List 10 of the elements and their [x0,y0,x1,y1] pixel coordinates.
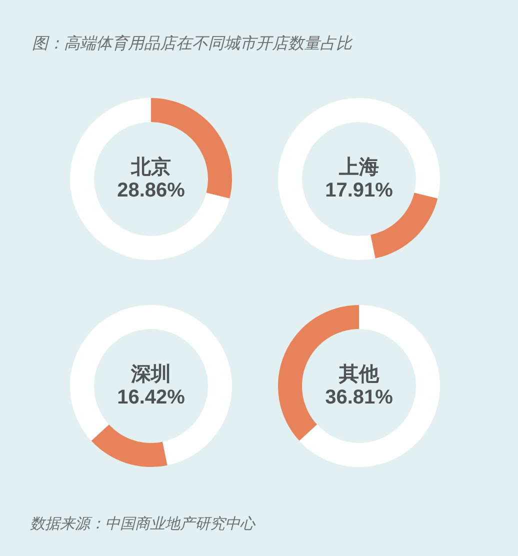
text: 28.86% [117,180,186,202]
text: 图：高端体育用品店在不同城市开店数量占比 [32,34,353,52]
text: 深圳 [130,364,171,386]
text: 其他 [338,364,380,386]
text: 36.81% [325,386,394,408]
text: 上海 [338,156,379,178]
text: 17.91% [325,180,394,202]
text: 北京 [130,156,171,178]
text: 16.42% [117,386,186,408]
source-note: 数据来源：中国商业地产研究中心 [30,516,256,532]
